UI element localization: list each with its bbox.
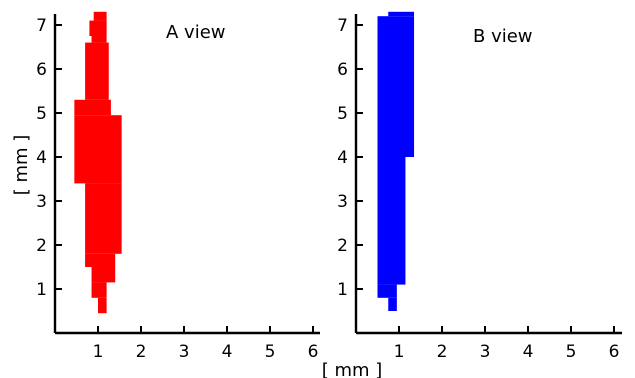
panel-b-x-axis-label: [ mm ] (322, 360, 383, 378)
panel-a-view: 1 2 3 4 5 6 1 2 3 4 5 6 7 A view [ mm ] (11, 11, 320, 362)
x-tick-label: 6 (609, 342, 620, 362)
x-tick-label: 6 (308, 342, 319, 362)
panel-b-profile (377, 11, 415, 311)
panel-a-profile (74, 11, 122, 314)
profile-band (85, 253, 116, 267)
x-tick-label: 5 (265, 342, 276, 362)
profile-band (85, 42, 109, 100)
profile-band (98, 297, 107, 314)
profile-band (93, 11, 107, 21)
x-tick-label: 1 (93, 342, 104, 362)
profile-band (91, 36, 107, 43)
y-tick-label: 5 (36, 104, 47, 124)
y-tick-label: 7 (337, 16, 348, 36)
profile-band (85, 183, 122, 254)
profile-band (74, 99, 111, 116)
y-tick-label: 1 (36, 280, 47, 300)
x-tick-label: 2 (437, 342, 448, 362)
y-tick-label: 5 (337, 104, 348, 124)
profile-band (89, 20, 107, 36)
profile-band (377, 16, 415, 158)
x-tick-label: 5 (566, 342, 577, 362)
profile-band (377, 284, 397, 298)
y-tick-label: 6 (36, 60, 47, 80)
profile-band (377, 157, 406, 285)
profile-band (74, 115, 122, 184)
y-tick-label: 4 (337, 148, 348, 168)
x-tick-label: 3 (480, 342, 491, 362)
x-tick-label: 4 (523, 342, 534, 362)
profile-band (91, 267, 116, 283)
panel-a-axes: 1 2 3 4 5 6 1 2 3 4 5 6 7 (36, 14, 320, 362)
y-tick-label: 6 (337, 60, 348, 80)
y-tick-label: 2 (36, 236, 47, 256)
panel-a-title: A view (166, 22, 225, 43)
profile-band (388, 11, 415, 17)
panel-a-y-axis-label: [ mm ] (11, 135, 32, 196)
panel-b-axes: 1 2 3 4 5 6 1 2 3 4 5 6 7 (337, 14, 622, 362)
profile-band (388, 297, 397, 311)
panel-b-view: 1 2 3 4 5 6 1 2 3 4 5 6 7 B view [ mm ] (322, 11, 622, 378)
y-tick-label: 1 (337, 280, 348, 300)
y-tick-label: 7 (36, 16, 47, 36)
panel-b-title: B view (473, 26, 533, 47)
profile-band (91, 282, 107, 298)
x-tick-label: 1 (394, 342, 405, 362)
y-tick-label: 2 (337, 236, 348, 256)
y-tick-label: 3 (337, 192, 348, 212)
x-tick-label: 3 (179, 342, 190, 362)
y-tick-label: 3 (36, 192, 47, 212)
y-tick-label: 4 (36, 148, 47, 168)
x-tick-label: 4 (222, 342, 233, 362)
x-tick-label: 2 (136, 342, 147, 362)
